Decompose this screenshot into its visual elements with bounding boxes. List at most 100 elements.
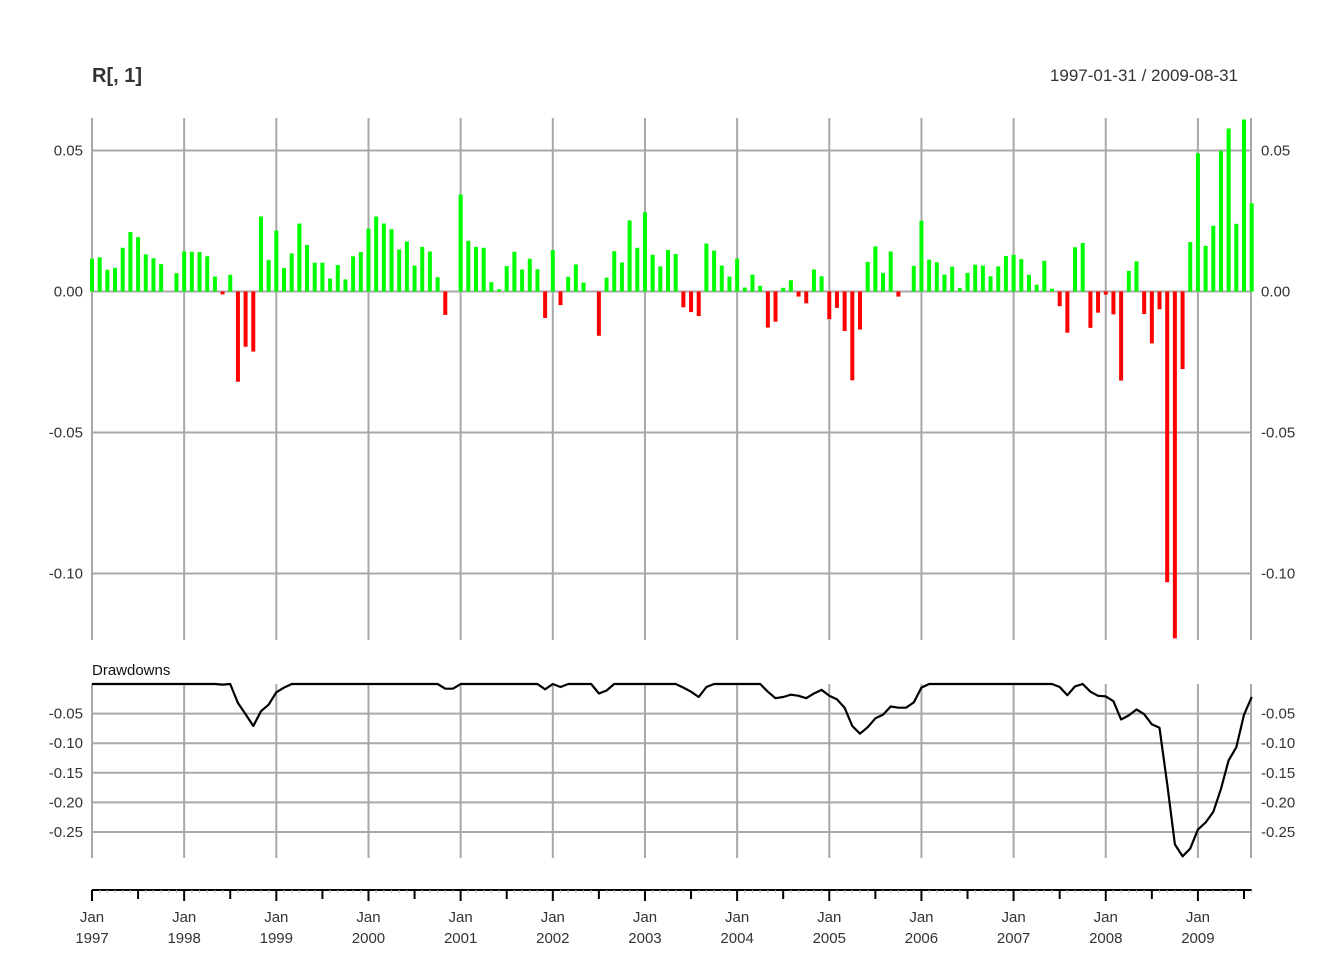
return-bar [113, 267, 118, 292]
x-tick-year-label: 2005 [813, 930, 846, 947]
return-bar [481, 247, 486, 292]
return-bar [988, 276, 993, 292]
return-bar [1218, 150, 1223, 292]
return-bar [1073, 247, 1078, 292]
return-bar [942, 274, 947, 292]
returns-y-axis: 0.05 0.05 0.00 0.00 -0.05 -0.05 -0.10 -0.10 [49, 143, 1295, 583]
return-bar [520, 269, 525, 292]
return-bar [750, 274, 755, 292]
return-bar [412, 265, 417, 292]
return-bar [704, 243, 709, 292]
return-bar [1211, 225, 1216, 292]
drawdowns-panel-label: Drawdowns [92, 662, 170, 679]
return-bar [305, 244, 310, 292]
return-bar [543, 291, 548, 319]
x-tick-year-label: 2002 [536, 930, 569, 947]
return-bar [366, 228, 371, 292]
return-bar [1172, 291, 1177, 639]
return-bar [1249, 203, 1254, 292]
return-bar [573, 264, 578, 292]
return-bar [504, 266, 509, 292]
x-tick-month-label: Jan [264, 909, 288, 926]
return-bar [1242, 119, 1246, 292]
return-bar [642, 212, 647, 292]
return-bar [566, 276, 571, 292]
x-tick-month-label: Jan [817, 909, 841, 926]
returns-y-tick-label-left: 0.05 [54, 143, 83, 160]
return-bar [965, 272, 970, 292]
return-bar [1096, 291, 1101, 313]
return-bar [1226, 128, 1231, 292]
return-bar [635, 247, 640, 292]
return-bar [1019, 259, 1024, 292]
return-bar [758, 285, 763, 292]
return-bar [1188, 242, 1193, 292]
return-bar [1003, 255, 1008, 292]
return-bar [834, 291, 839, 308]
return-bar [235, 291, 240, 382]
return-bar [1050, 288, 1054, 292]
drawdown-y-tick-label-left: -0.25 [49, 824, 83, 841]
return-bar [458, 194, 463, 292]
return-bar [381, 223, 386, 292]
return-bar [351, 256, 356, 292]
drawdown-y-tick-label-left: -0.05 [49, 706, 83, 723]
return-bar [1080, 242, 1085, 292]
return-bar [957, 288, 962, 292]
return-bar [1157, 291, 1162, 310]
drawdown-y-tick-label-right: -0.05 [1261, 706, 1295, 723]
drawdown-y-tick-label-right: -0.20 [1261, 794, 1295, 811]
x-tick-year-label: 2008 [1089, 930, 1122, 947]
return-bar [827, 291, 832, 320]
return-bar [788, 280, 793, 292]
return-bar [205, 256, 210, 292]
drawdown-y-tick-label-right: -0.10 [1261, 735, 1295, 752]
return-bar [819, 276, 824, 292]
return-bar [1065, 291, 1070, 333]
x-tick-month-label: Jan [356, 909, 380, 926]
drawdown-y-tick-label-right: -0.25 [1261, 824, 1295, 841]
drawdown-y-tick-label-left: -0.15 [49, 765, 83, 782]
drawdown-line [92, 682, 1253, 858]
return-bar [1042, 260, 1047, 292]
return-bar [550, 250, 555, 292]
x-tick-month-label: Jan [909, 909, 933, 926]
return-bar [888, 251, 893, 292]
return-bar [443, 291, 448, 315]
return-bar [297, 223, 302, 292]
return-bar [1142, 291, 1147, 315]
return-bar [842, 291, 847, 331]
return-bar [873, 246, 878, 292]
returns-y-tick-label-right: -0.10 [1261, 566, 1295, 583]
return-bar [512, 251, 517, 292]
return-bar [1165, 291, 1170, 583]
return-bar [404, 241, 409, 292]
return-bar [320, 262, 325, 292]
return-bar [274, 230, 279, 292]
returns-y-tick-label-left: 0.00 [54, 284, 83, 301]
returns-y-tick-label-right: -0.05 [1261, 425, 1295, 442]
return-bar [497, 289, 502, 292]
return-bar [781, 287, 786, 292]
return-bar [159, 264, 164, 292]
return-bar [335, 264, 340, 292]
return-bar [996, 266, 1001, 292]
return-bar [174, 273, 179, 292]
return-bar [604, 277, 609, 292]
return-bar [1134, 261, 1139, 292]
return-bar [627, 220, 632, 292]
return-bar [1011, 254, 1016, 292]
return-bar [1088, 291, 1093, 328]
x-tick-year-label: 2000 [352, 930, 385, 947]
return-bar [712, 250, 717, 292]
x-tick-month-label: Jan [1186, 909, 1210, 926]
return-bar [927, 259, 932, 292]
return-bar [120, 247, 125, 292]
return-bar [328, 278, 333, 292]
drawdown-y-tick-label-left: -0.20 [49, 794, 83, 811]
return-bar [973, 264, 978, 292]
return-bar [197, 252, 202, 292]
return-bar [389, 229, 394, 292]
returns-y-tick-label-left: -0.05 [49, 425, 83, 442]
return-bar [1195, 153, 1200, 292]
